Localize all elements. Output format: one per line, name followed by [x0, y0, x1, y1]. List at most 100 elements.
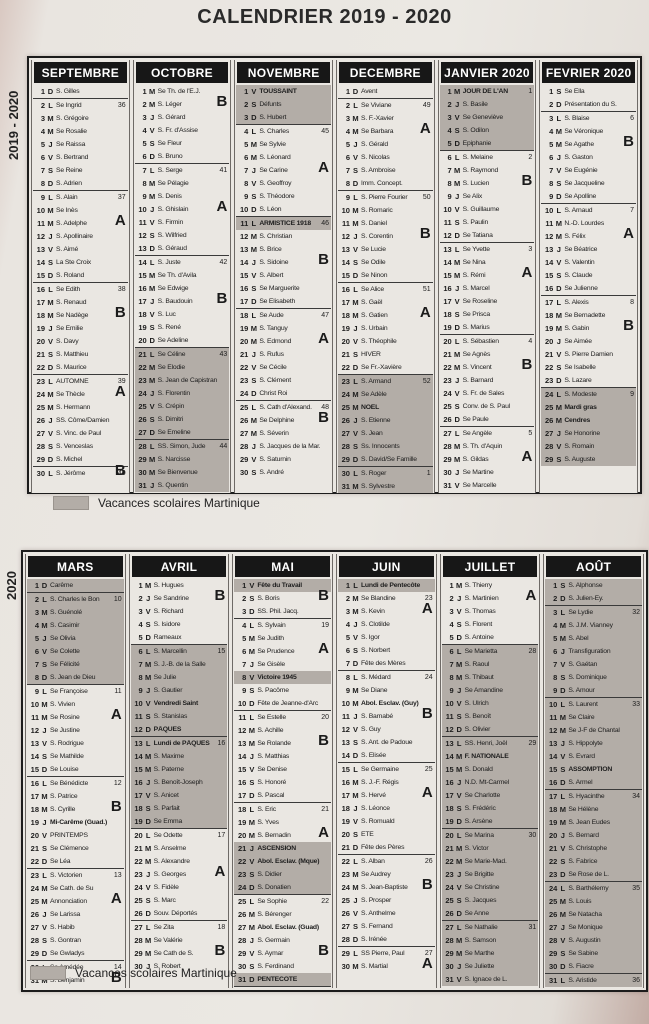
day-row: 3 V S. Richard [131, 605, 228, 618]
day-of-week-letter: V [352, 725, 358, 734]
day-row: 16 L Se Bénédicte 12 [27, 777, 124, 790]
day-saint-name: S. Martinien [464, 595, 499, 602]
day-of-week-letter: M [47, 206, 54, 215]
day-saint-name: Se Adèle [360, 391, 387, 398]
day-row: 12 D Se Tatiana [439, 229, 535, 243]
day-row: 19 M S. Yves [234, 816, 331, 829]
day-saint-name: Se Marietta [464, 648, 498, 655]
day-saint-name: S. Armel [568, 779, 593, 786]
day-of-week-letter: L [560, 700, 566, 709]
day-of-week-letter: L [353, 949, 358, 958]
day-of-week-letter: V [454, 481, 460, 490]
day-of-week-letter: M [352, 594, 359, 603]
day-row: 29 M S. Gildas A [440, 449, 535, 466]
day-saint-name: S. Alphonse [568, 582, 603, 589]
day-of-week-letter: S [560, 673, 566, 682]
day-row: 14 S Se Odile [338, 256, 433, 269]
day-row: 3 D SS. Phil. Jacq. [234, 605, 331, 619]
day-saint-name: S. Gaël [360, 299, 383, 306]
day-saint-name: Se Monique [568, 924, 603, 931]
day-saint-name: Se Nathalie [464, 924, 498, 931]
day-of-week-letter: J [455, 284, 460, 293]
week-number: 43 [219, 351, 228, 358]
day-row: 6 M S. Léonard [236, 151, 331, 164]
day-number: 25 [341, 403, 350, 412]
day-saint-name: S. Romuald [360, 818, 395, 825]
day-of-week-letter: M [456, 936, 463, 945]
day-row: 29 D Se Gwladys [27, 947, 124, 961]
day-row: 24 L S. Barthélemy 35 [545, 882, 642, 895]
day-row: 5 M Se Sylvie [236, 138, 331, 151]
day-saint-name: S. Casimir [50, 622, 80, 629]
day-saint-name: Se Alice [360, 286, 384, 293]
week-number: 38 [117, 286, 126, 293]
day-of-week-letter: D [145, 909, 151, 918]
day-saint-name: S. Aimé [56, 246, 79, 253]
day-number: 8 [142, 179, 147, 188]
day-number: 11 [445, 712, 454, 721]
day-of-week-letter: M [456, 752, 463, 761]
day-saint-name: Se Edith [56, 286, 81, 293]
day-row: 26 M Se Natacha [545, 908, 642, 921]
day-row: 5 D Rameaux [130, 631, 228, 645]
day-saint-name: Conv. de S. Paul [462, 403, 511, 410]
day-of-week-letter: L [48, 469, 53, 478]
day-saint-name: S. Venceslas [56, 443, 93, 450]
day-number: 3 [447, 113, 452, 122]
day-row: 4 J S. Clotilde [338, 618, 435, 631]
day-row: 6 D S. Bruno [134, 150, 230, 164]
day-saint-name: S. Florent [464, 621, 493, 628]
day-number: 20 [341, 337, 350, 346]
day-row: 14 D S. Elisée [337, 749, 435, 763]
day-of-week-letter: M [145, 752, 152, 761]
day-of-week-letter: M [555, 127, 562, 136]
day-row: 4 M Se Rosalie [33, 125, 128, 138]
week-number: 23 [424, 595, 433, 602]
day-number: 4 [142, 126, 147, 135]
day-saint-name: S. Bertrand [56, 154, 89, 161]
day-number: 26 [239, 416, 249, 425]
day-row: 8 D S. Adrien [33, 177, 128, 191]
day-number: 28 [544, 442, 554, 451]
day-row: 6 S S. Norbert [338, 644, 435, 657]
day-row: 29 S S. Auguste [541, 453, 636, 466]
day-row: 27 L Se Nathalie 31 [441, 921, 539, 934]
day-row: 13 L Lundi de PÂQUES 16 [130, 737, 228, 750]
day-saint-name: S. Sidoine [259, 259, 289, 266]
day-saint-name: S. Igor [360, 634, 380, 641]
day-number: 13 [341, 245, 350, 254]
day-row: 16 J N.D. Mt-Carmel [441, 776, 539, 789]
week-number: 50 [422, 194, 431, 201]
day-of-week-letter: V [47, 245, 53, 254]
day-of-week-letter: S [251, 192, 257, 201]
day-row: 3 D S. Hubert [236, 111, 331, 125]
day-of-week-letter: M [149, 87, 156, 96]
day-saint-name: S. Hervé [360, 792, 386, 799]
day-of-week-letter: J [560, 923, 565, 932]
day-row: 6 L S. Melaine 2 [440, 151, 535, 164]
day-of-week-letter: V [149, 218, 155, 227]
day-number: 22 [138, 363, 147, 372]
week-number: 15 [217, 648, 226, 655]
day-number: 28 [239, 442, 249, 451]
day-saint-name: S. Paterne [153, 766, 184, 773]
day-saint-name: Présentation du S. [564, 101, 617, 108]
day-number: 4 [34, 621, 39, 630]
day-of-week-letter: L [251, 219, 257, 228]
day-row: 4 L S. Charles 45 [236, 125, 331, 138]
day-number: 15 [548, 765, 558, 774]
day-of-week-letter: M [149, 376, 156, 385]
day-number: 12 [443, 231, 452, 240]
day-of-week-letter: S [249, 778, 255, 787]
day-number: 21 [138, 350, 147, 359]
day-row: 14 M F. NATIONALE [441, 750, 539, 763]
day-of-week-letter: J [249, 660, 254, 669]
day-saint-name: S. Grégoire [56, 115, 89, 122]
day-number: 15 [341, 765, 350, 774]
day-of-week-letter: S [352, 738, 358, 747]
day-of-week-letter: M [559, 897, 566, 906]
legend-vacances-bottom: Vacances scolaires Martinique [30, 966, 237, 980]
day-number: 21 [36, 350, 45, 359]
day-of-week-letter: M [352, 686, 359, 695]
day-number: 14 [30, 752, 39, 761]
